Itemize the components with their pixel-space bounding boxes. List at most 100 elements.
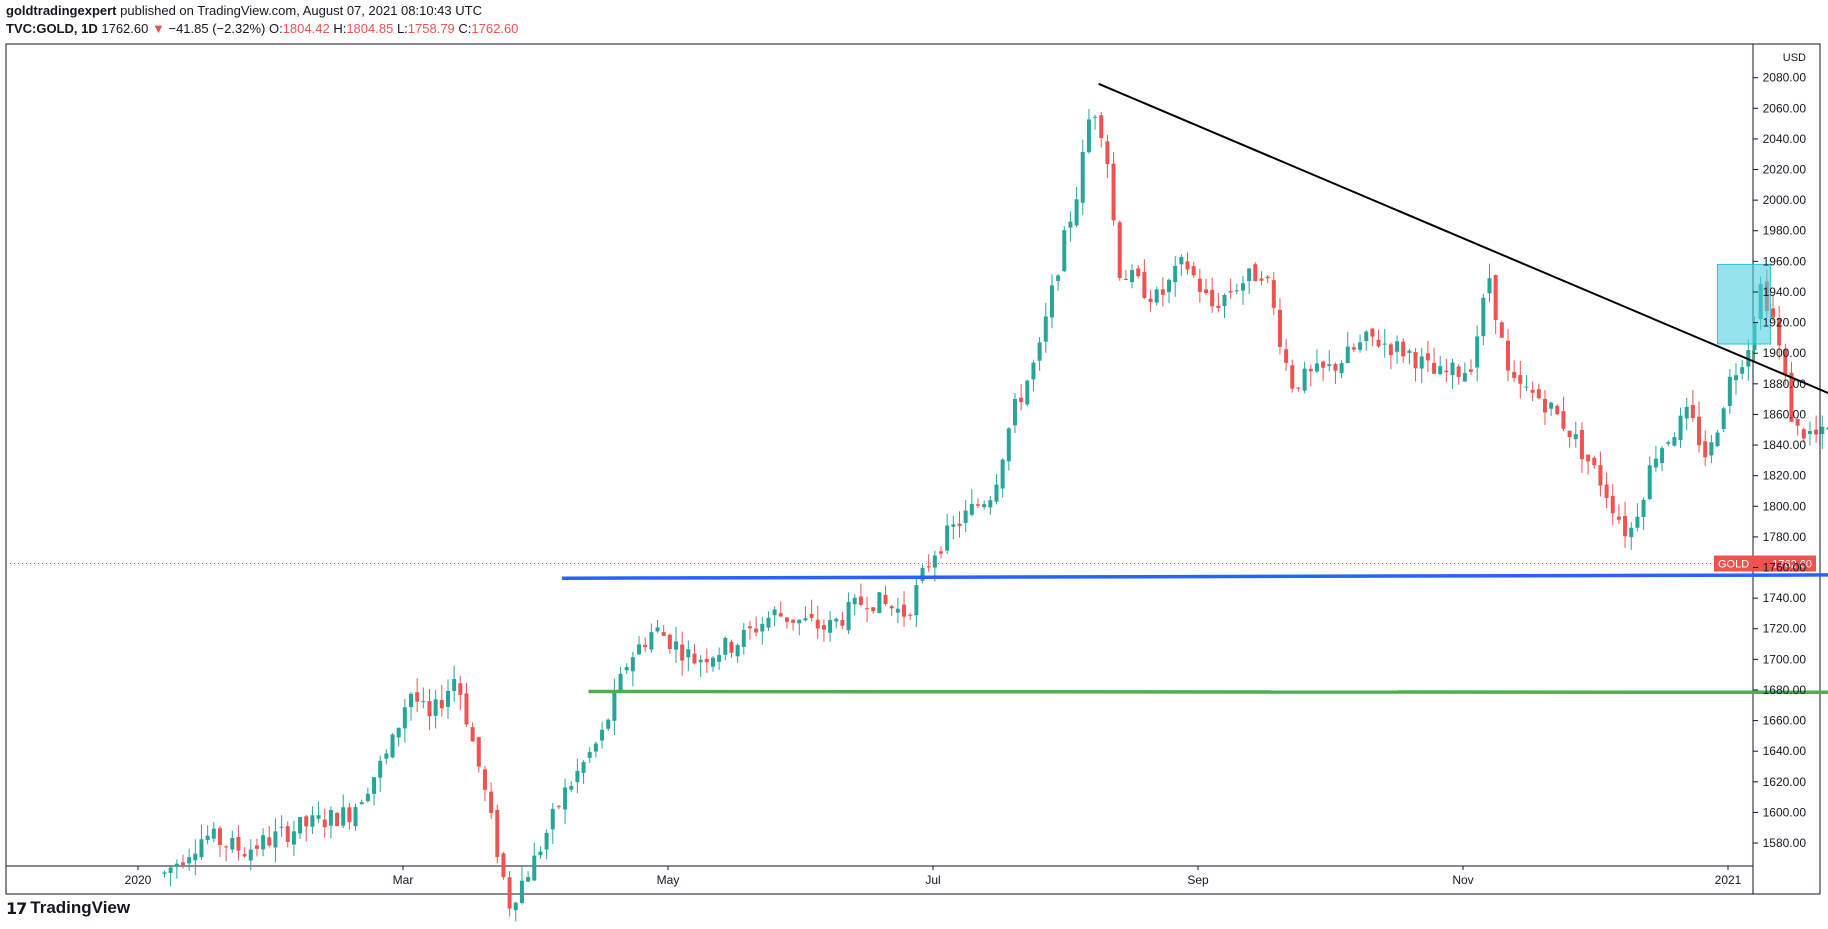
candle-body <box>939 551 944 554</box>
candle-body <box>1425 353 1430 361</box>
y-tick-label: 1680.00 <box>1763 683 1807 697</box>
candle <box>680 631 685 676</box>
candle-body <box>1666 442 1671 444</box>
candle-body <box>1456 366 1461 378</box>
candle-body <box>1561 411 1566 429</box>
candle-body <box>1056 275 1061 281</box>
x-tick-label: Nov <box>1452 873 1473 887</box>
close-value: 1762.60 <box>471 21 519 36</box>
candle-body <box>1277 309 1282 347</box>
candle <box>1690 390 1695 422</box>
price-change: −41.85 (−2.32%) <box>168 21 266 36</box>
candle <box>908 612 913 621</box>
candle <box>1727 369 1732 414</box>
y-tick-label: 1920.00 <box>1763 316 1807 330</box>
candle-body <box>1031 362 1036 380</box>
candle-body <box>858 596 863 605</box>
candle-body <box>840 619 845 626</box>
candle <box>704 648 709 674</box>
candle <box>747 620 752 640</box>
y-tick-label: 1640.00 <box>1763 744 1807 758</box>
candle <box>920 564 925 584</box>
candle-body <box>470 727 475 742</box>
y-tick-label: 2080.00 <box>1763 71 1807 85</box>
candle <box>187 848 192 871</box>
candle-body <box>809 613 814 618</box>
candle-body <box>1327 364 1332 366</box>
candle-body <box>1450 362 1455 376</box>
candle <box>982 500 987 510</box>
candle-body <box>1302 368 1307 391</box>
candle-body <box>464 693 469 725</box>
time-axis[interactable]: 2020 Mar May Jul Sep Nov 2021 <box>125 866 1742 887</box>
candle <box>994 474 999 505</box>
candle-body <box>1697 416 1702 446</box>
candle-body <box>1093 116 1098 118</box>
candle-body <box>359 802 364 805</box>
candle <box>1142 259 1147 299</box>
candle <box>1191 261 1196 278</box>
candle-body <box>1037 342 1042 361</box>
candle <box>754 616 759 637</box>
candle <box>1623 501 1628 548</box>
candle-body <box>495 809 500 858</box>
candle-body <box>902 604 907 617</box>
candle <box>784 617 789 629</box>
author-name[interactable]: goldtradingexpert <box>6 3 117 18</box>
tradingview-brand: TradingView <box>30 898 131 917</box>
price-axis[interactable]: 1580.00 1600.00 1620.00 1640.00 1660.00 1680.… <box>1753 52 1806 850</box>
candle <box>902 591 907 627</box>
candle <box>1592 455 1597 469</box>
low-label: L: <box>396 21 408 36</box>
candle-body <box>1259 278 1264 281</box>
candle <box>359 799 364 805</box>
candle <box>1432 347 1437 375</box>
candle <box>421 687 426 709</box>
candle <box>846 592 851 635</box>
candle-body <box>1487 278 1492 294</box>
candle-body <box>1721 408 1726 430</box>
candle <box>1210 277 1215 313</box>
candle <box>1481 293 1486 346</box>
candle <box>1160 277 1165 307</box>
candle <box>1493 274 1498 335</box>
candle-body <box>347 807 352 823</box>
candle-body <box>452 679 457 691</box>
candle <box>828 611 833 642</box>
candle-body <box>710 657 715 667</box>
candle-body <box>982 504 987 508</box>
candle-body <box>717 655 722 662</box>
candle-body <box>1505 340 1510 371</box>
candle-body <box>581 762 586 773</box>
candle-body <box>273 831 278 848</box>
candle <box>1339 360 1344 379</box>
chart-frame <box>5 43 1821 895</box>
candle-body <box>828 620 833 633</box>
candle <box>1006 427 1011 471</box>
candle-body <box>1783 349 1788 376</box>
y-tick-label: 1720.00 <box>1763 622 1807 636</box>
candle-body <box>1678 415 1683 440</box>
candle <box>1678 407 1683 448</box>
candle-body <box>1542 398 1547 413</box>
candle-body <box>1789 372 1794 422</box>
candle <box>858 583 863 607</box>
candle-body <box>815 619 820 629</box>
candle <box>544 829 549 860</box>
candle-body <box>1253 264 1258 282</box>
candle <box>877 592 882 614</box>
candle-body <box>199 839 204 858</box>
candle-body <box>341 807 346 826</box>
candle-body <box>230 837 235 850</box>
candle <box>1327 350 1332 372</box>
candle-body <box>1616 516 1621 520</box>
symbol-name[interactable]: TVC:GOLD, 1D <box>6 21 98 36</box>
candle-body <box>1512 371 1517 378</box>
close-label: C: <box>458 21 472 36</box>
candle <box>1388 342 1393 370</box>
candle <box>1043 302 1048 353</box>
tradingview-logo[interactable]: 17 TradingView <box>6 898 130 918</box>
candle-body <box>254 845 259 849</box>
candle-body <box>1142 271 1147 298</box>
